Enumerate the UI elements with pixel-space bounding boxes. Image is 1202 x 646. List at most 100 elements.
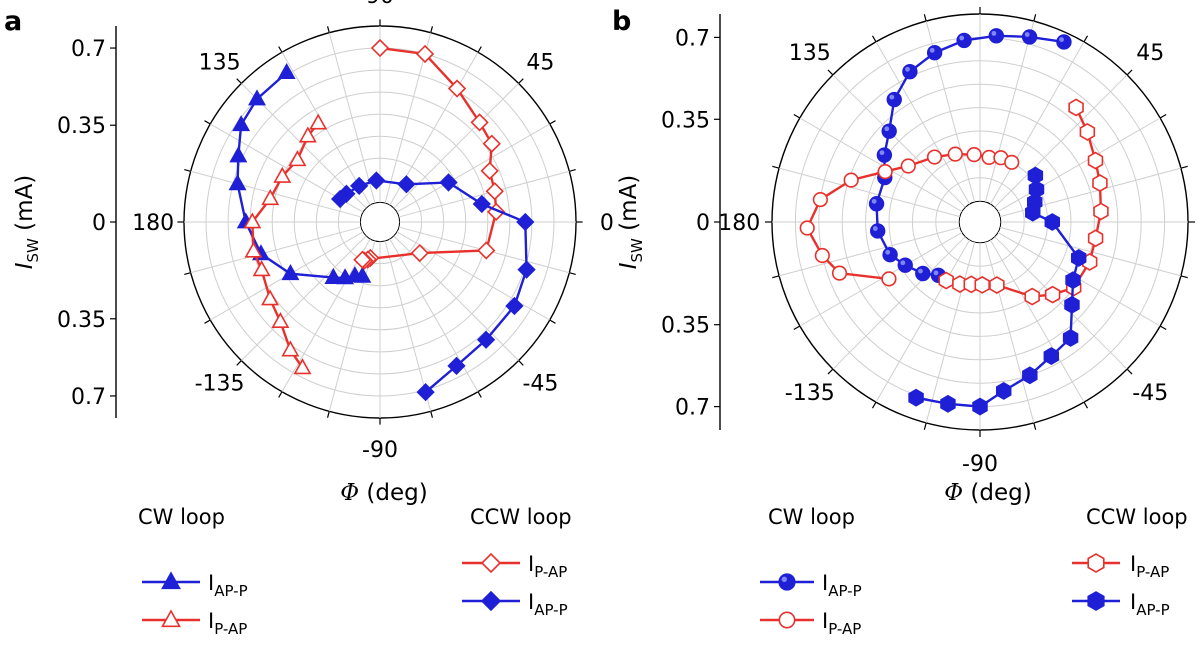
series-line: [357, 46, 498, 262]
grid-spoke: [997, 117, 1161, 213]
grid-spoke: [832, 236, 966, 370]
angle-tick: [569, 272, 576, 276]
grid-spoke: [832, 74, 966, 208]
marker-highlight: [929, 47, 935, 53]
angle-tick-label: -135: [195, 371, 245, 396]
legend-entry-cw-p-ap: [760, 611, 814, 629]
data-point: [516, 212, 535, 232]
grid-spoke: [393, 83, 519, 209]
data-point: [397, 175, 416, 194]
data-point: [485, 182, 504, 201]
grid-spoke: [384, 240, 432, 412]
polar-grid: [764, 6, 1196, 438]
data-point: [812, 191, 828, 208]
angle-tick: [871, 35, 877, 43]
data-point: [989, 276, 1005, 294]
legend-label: IP-AP: [208, 609, 247, 638]
angle-tick: [1033, 14, 1037, 22]
data-point: [415, 44, 435, 64]
angle-tick-label: -135: [785, 381, 835, 406]
data-point: [367, 171, 386, 190]
angle-tick-label: 0: [600, 211, 614, 236]
legend-label: IP-AP: [1130, 552, 1169, 581]
data-point: [926, 45, 943, 61]
data-point: [472, 194, 491, 214]
data-point: [1087, 151, 1104, 170]
data-point: [345, 266, 364, 283]
grid-spoke: [989, 41, 1085, 205]
data-point: [778, 611, 796, 629]
marker-highlight: [900, 260, 906, 266]
data-point: [161, 571, 181, 590]
data-point: [1065, 271, 1081, 290]
data-point: [370, 38, 390, 58]
angle-tick: [204, 120, 211, 125]
data-point: [1022, 366, 1038, 385]
data-point: [271, 311, 290, 329]
data-point: [908, 388, 924, 407]
panel-a: a ISW (mA) Φ (deg) 0.7 0.35 0 0.35 0.7 90 45 0…: [4, 0, 614, 638]
panel-label: a: [4, 6, 22, 37]
grid-spoke: [396, 123, 550, 213]
data-point: [877, 163, 893, 180]
radial-tick-label: 0.35: [661, 108, 710, 133]
angle-tick-label: 135: [789, 41, 831, 66]
angle-tick: [793, 325, 801, 331]
data-point: [447, 79, 467, 98]
data-point: [477, 241, 496, 260]
data-point: [480, 590, 502, 612]
data-point: [1092, 174, 1108, 192]
angle-tick-label: 135: [199, 51, 241, 76]
data-point: [324, 267, 343, 284]
data-point: [480, 552, 502, 574]
grid-spoke: [925, 241, 976, 424]
angle-tick: [871, 401, 877, 409]
data-point: [938, 271, 954, 290]
angle-tick: [1159, 113, 1167, 119]
angle-tick: [204, 319, 211, 324]
angle-tick: [278, 46, 283, 53]
grid-spoke: [389, 238, 479, 392]
angle-tick-label: -45: [522, 371, 558, 396]
data-point: [974, 275, 990, 294]
radial-tick-label: 0.35: [57, 308, 106, 333]
data-point: [876, 147, 893, 163]
legend-cw-title: CW loop: [768, 505, 855, 529]
data-point: [447, 356, 466, 375]
legend-b: CW loop CCW loop IAP-P IP-AP IP-AP IAP-P: [760, 505, 1188, 638]
data-point: [1087, 229, 1104, 248]
grid-spoke: [994, 74, 1128, 208]
data-point: [248, 89, 266, 106]
legend-entry-ccw-ap-p: [462, 590, 520, 612]
data-point: [480, 161, 499, 180]
grid-spoke: [984, 20, 1035, 203]
data-point: [309, 113, 328, 130]
data-series: [228, 38, 536, 402]
data-point: [336, 268, 355, 285]
angle-tick: [549, 319, 556, 324]
angle-tick: [827, 368, 834, 375]
marker-highlight: [905, 66, 910, 72]
series-line: [875, 34, 1065, 277]
series-line: [251, 122, 320, 369]
angle-tick: [569, 168, 576, 172]
angle-tick: [827, 69, 834, 76]
data-point: [881, 123, 897, 139]
data-point: [940, 394, 956, 413]
angle-tick: [326, 411, 330, 418]
data-point: [915, 265, 931, 282]
marker-highlight: [781, 576, 787, 582]
data-point: [229, 146, 248, 163]
angle-tick: [1180, 165, 1188, 169]
legend-entry-cw-p-ap: [142, 609, 200, 628]
angle-tick: [184, 272, 191, 276]
angle-tick: [518, 78, 524, 84]
data-point: [1004, 154, 1020, 170]
data-series: [799, 28, 1109, 416]
data-point: [281, 264, 300, 281]
radial-axis: 0.7 0.35 0 0.35 0.7: [57, 26, 117, 418]
legend-label: IAP-P: [208, 571, 248, 600]
radial-tick-label: 0: [696, 211, 710, 236]
data-point: [843, 172, 859, 188]
data-point: [1044, 285, 1061, 304]
